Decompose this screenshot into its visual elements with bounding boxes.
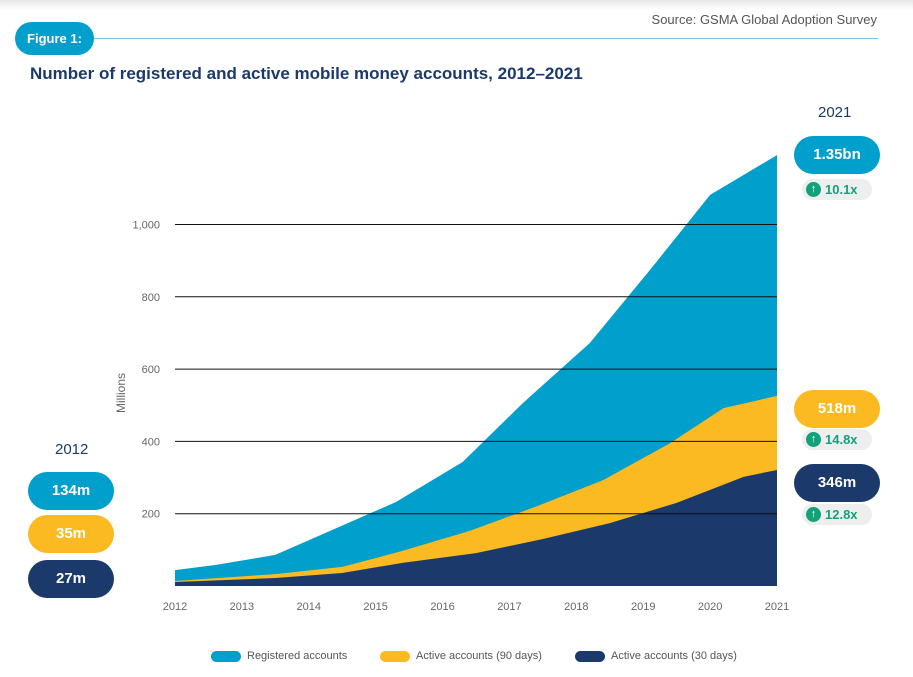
area-active30 bbox=[175, 469, 777, 586]
active90-growth-badge: ↑ 14.8x bbox=[802, 429, 872, 450]
y-tick-label: 800 bbox=[142, 292, 160, 304]
arrow-up-circle-icon: ↑ bbox=[806, 432, 821, 447]
x-tick-label: 2015 bbox=[363, 601, 387, 613]
x-tick-label: 2021 bbox=[765, 601, 789, 613]
figure-label: Figure 1: bbox=[15, 22, 94, 55]
x-tick-label: 2018 bbox=[564, 601, 588, 613]
legend-label: Active accounts (30 days) bbox=[611, 650, 737, 662]
registered-growth-badge: ↑ 10.1x bbox=[802, 179, 872, 200]
legend-swatch bbox=[380, 650, 410, 662]
left-year: 2012 bbox=[55, 441, 89, 458]
growth-value: 14.8x bbox=[825, 432, 858, 447]
legend-swatch bbox=[211, 650, 241, 662]
right-registered-pill: 1.35bn bbox=[794, 136, 880, 174]
y-tick-label: 200 bbox=[142, 509, 160, 521]
left-active30-pill: 27m bbox=[28, 560, 114, 598]
legend-swatch bbox=[575, 650, 605, 662]
x-tick-label: 2012 bbox=[163, 601, 187, 613]
y-tick-label: 400 bbox=[142, 436, 160, 448]
source-text: Source: GSMA Global Adoption Survey bbox=[651, 12, 877, 27]
x-tick-label: 2013 bbox=[230, 601, 254, 613]
right-active90-pill: 518m bbox=[794, 390, 880, 428]
y-tick-label: 600 bbox=[142, 364, 160, 376]
right-active30-pill: 346m bbox=[794, 464, 880, 502]
x-tick-label: 2014 bbox=[297, 601, 321, 613]
chart-title: Number of registered and active mobile m… bbox=[30, 64, 583, 83]
y-tick-label: 1,000 bbox=[132, 220, 160, 232]
y-axis-label: Millions bbox=[114, 373, 128, 413]
legend-active90: Active accounts (90 days) bbox=[380, 650, 542, 662]
x-tick-label: 2017 bbox=[497, 601, 521, 613]
figure-rule bbox=[94, 38, 878, 39]
legend-active30: Active accounts (30 days) bbox=[575, 650, 737, 662]
x-tick-label: 2020 bbox=[698, 601, 722, 613]
legend-registered: Registered accounts bbox=[211, 650, 347, 662]
legend-label: Active accounts (90 days) bbox=[416, 650, 542, 662]
right-year: 2021 bbox=[818, 104, 852, 121]
x-tick-label: 2019 bbox=[631, 601, 655, 613]
left-registered-pill: 134m bbox=[28, 472, 114, 510]
left-active90-pill: 35m bbox=[28, 515, 114, 553]
top-shade bbox=[0, 0, 913, 10]
growth-value: 12.8x bbox=[825, 507, 858, 522]
arrow-up-circle-icon: ↑ bbox=[806, 182, 821, 197]
x-tick-label: 2016 bbox=[430, 601, 454, 613]
growth-value: 10.1x bbox=[825, 182, 858, 197]
active30-growth-badge: ↑ 12.8x bbox=[802, 504, 872, 525]
arrow-up-circle-icon: ↑ bbox=[806, 507, 821, 522]
legend-label: Registered accounts bbox=[247, 650, 348, 662]
